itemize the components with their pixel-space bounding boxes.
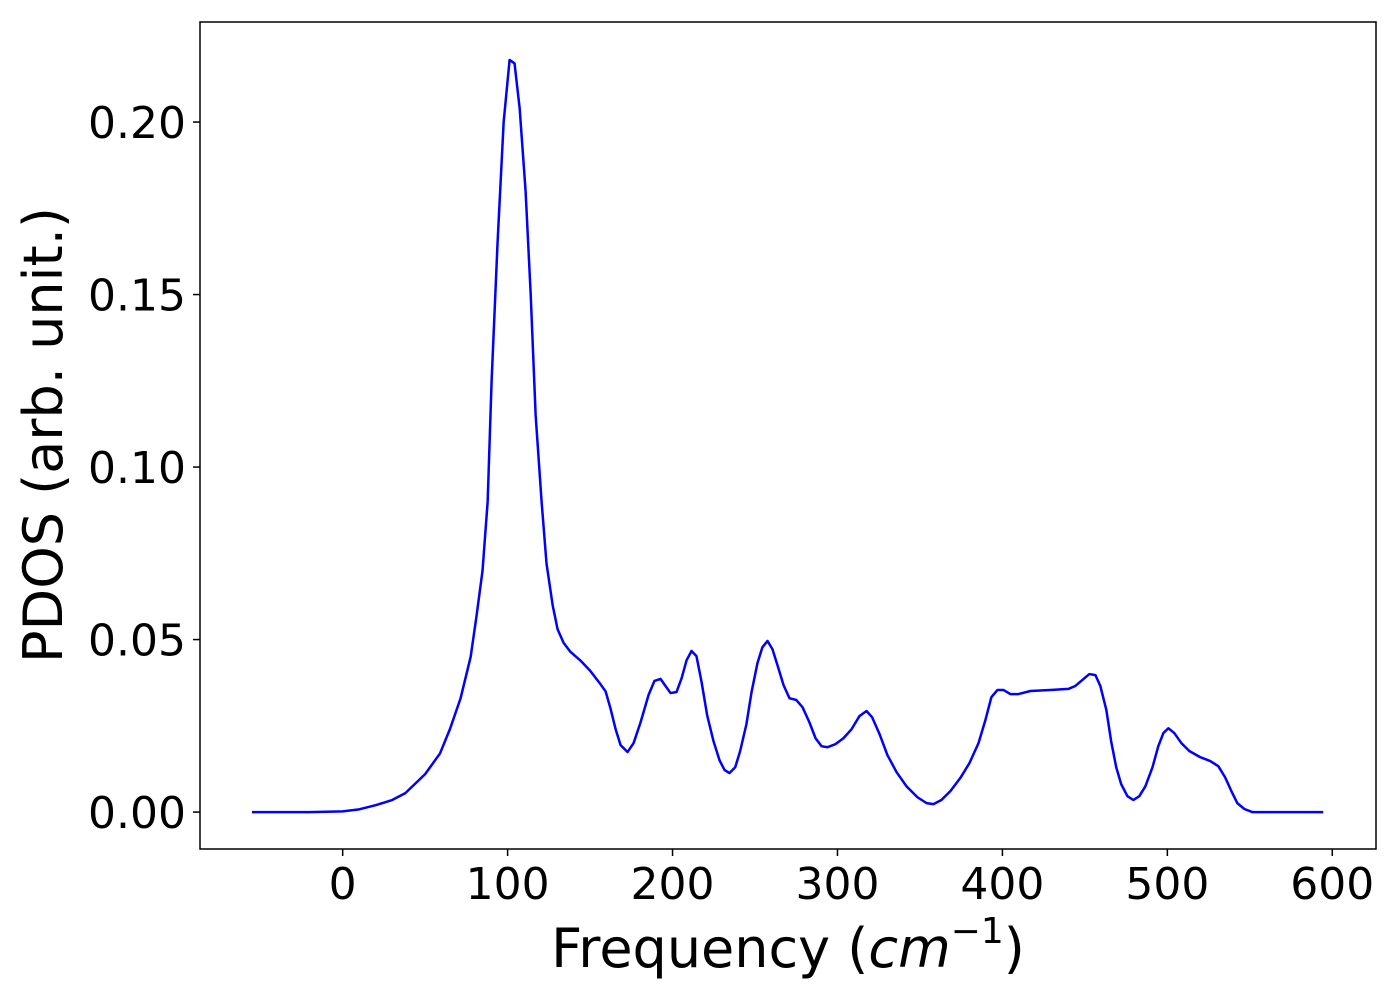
y-tick-label: 0.00: [88, 788, 186, 839]
x-tick-label: 400: [960, 859, 1044, 910]
plot-frame: [199, 21, 1377, 850]
y-axis-label: PDOS (arb. unit.): [12, 207, 75, 663]
x-tick-label: 500: [1125, 859, 1209, 910]
y-tick-label: 0.05: [88, 616, 186, 667]
x-tick-label: 0: [329, 859, 357, 910]
line-series: [251, 58, 1324, 814]
y-tick-label: 0.10: [88, 443, 186, 494]
x-axis-label: Frequency (cm−1): [551, 911, 1025, 980]
x-tick-label: 200: [631, 859, 715, 910]
y-tick-label: 0.15: [88, 271, 186, 322]
x-tick-label: 600: [1290, 859, 1374, 910]
x-tick-label: 300: [795, 859, 879, 910]
y-tick-label: 0.20: [88, 98, 186, 149]
x-tick-label: 100: [466, 859, 550, 910]
